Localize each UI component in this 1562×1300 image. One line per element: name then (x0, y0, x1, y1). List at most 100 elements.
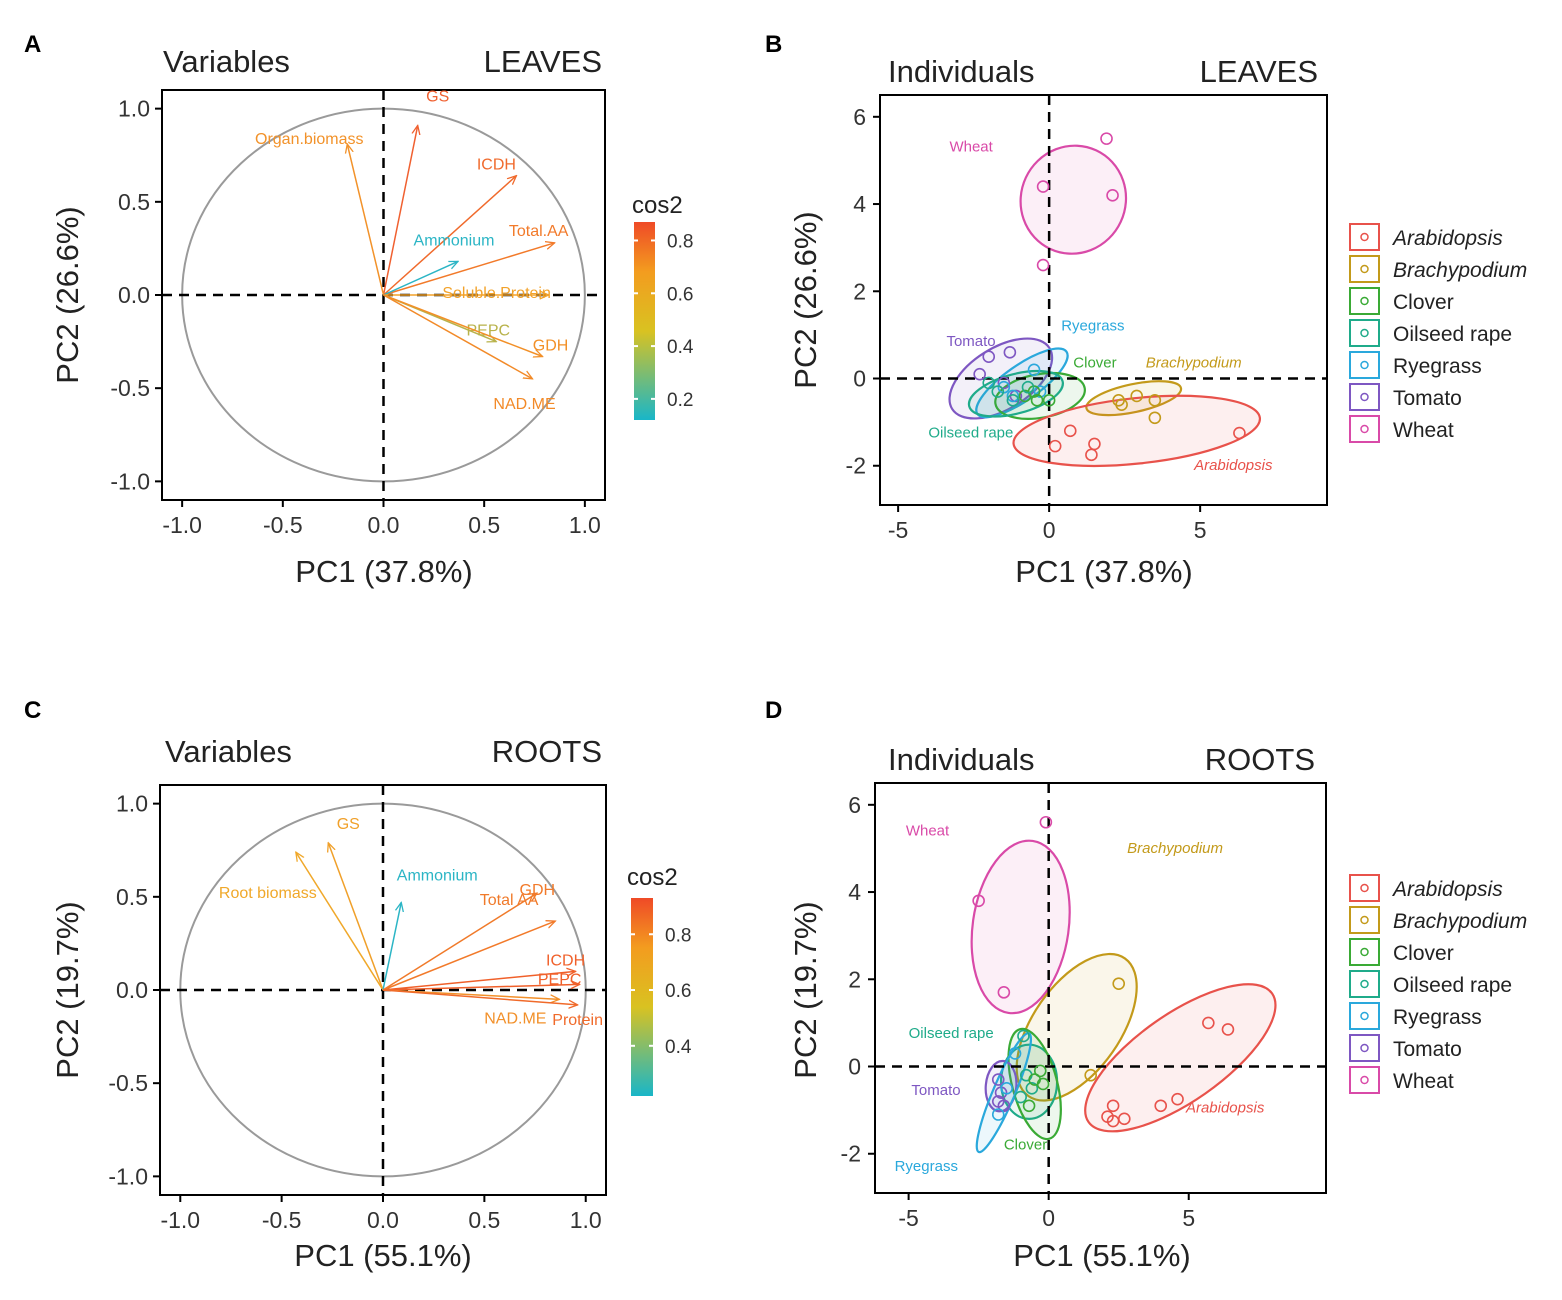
x-tick-label: 0.5 (468, 512, 500, 538)
data-point (1017, 1029, 1030, 1043)
x-axis-label: PC1 (37.8%) (1015, 554, 1192, 589)
legend-item: Oilseed rape (1349, 319, 1512, 347)
legend-item: Tomato (1349, 1034, 1462, 1062)
variable-label: ICDH (546, 952, 585, 969)
data-point (1008, 1047, 1022, 1060)
legend-key-point (1360, 1075, 1369, 1085)
data-point (1039, 815, 1053, 829)
variable-arrow (383, 294, 543, 357)
legend-label: Arabidopsis (1391, 227, 1503, 250)
legend-key-point (1360, 883, 1369, 893)
confidence-ellipse (1084, 983, 1277, 1133)
color-bar-label: 0.8 (665, 925, 691, 946)
data-point (1063, 424, 1077, 438)
legend-label: Wheat (1393, 419, 1454, 442)
legend-label: Arabidopsis (1391, 878, 1503, 901)
y-tick-label: 6 (853, 104, 866, 130)
group-label: Oilseed rape (928, 424, 1013, 441)
panel-title-left: Variables (165, 734, 292, 769)
group-label: Ryegrass (895, 1158, 958, 1175)
legend-key (1349, 874, 1380, 902)
y-tick-label: 0 (848, 1054, 861, 1080)
plot-area: Wheat Brachypodium Arabidopsis Oilseed rape… (875, 783, 1326, 1193)
y-tick-label: 6 (848, 792, 861, 818)
legend-label: Tomato (1393, 1038, 1462, 1061)
variable-arrow (382, 893, 537, 991)
data-point (1014, 1090, 1027, 1104)
color-bar-label: 0.6 (665, 981, 691, 1002)
y-tick-label: -1.0 (108, 1163, 148, 1189)
panel-title-left: Individuals (888, 742, 1034, 777)
legend-item: Oilseed rape (1349, 970, 1512, 998)
data-point (991, 385, 1005, 398)
axis-ticks: -5 0 5 6 4 2 0 -2 (846, 104, 1207, 543)
variable-label: Total.AA (509, 223, 569, 240)
data-point (1221, 1023, 1235, 1036)
legend-key-point (1360, 232, 1369, 242)
legend-label: Brachypodium (1393, 910, 1527, 933)
x-tick-label: 0.5 (468, 1207, 500, 1233)
legend-label: Clover (1393, 942, 1454, 965)
y-axis-label: PC2 (26.6%) (788, 211, 823, 388)
species-legend: Arabidopsis Brachypodium Clover Oilseed rap… (1349, 874, 1527, 1094)
data-point (1033, 1064, 1047, 1078)
data-point (1006, 394, 1020, 407)
legend-label: Brachypodium (1393, 259, 1527, 282)
variable-arrow (382, 902, 401, 991)
group-label: Brachypodium (1127, 840, 1223, 857)
legend-key-point (1360, 424, 1369, 434)
variable-arrow (328, 843, 384, 991)
x-tick-label: 0.0 (367, 1207, 399, 1233)
data-point (991, 1108, 1005, 1121)
data-point (1118, 1112, 1131, 1126)
data-point (1028, 1073, 1041, 1086)
group-label: Tomato (946, 333, 995, 350)
x-tick-label: 0 (1042, 1205, 1055, 1231)
legend-item: Tomato (1349, 383, 1462, 411)
confidence-ellipse (1015, 952, 1138, 1102)
data-point (1115, 398, 1128, 411)
legend-key (1349, 1034, 1380, 1062)
group-label: Ryegrass (1061, 318, 1124, 335)
x-tick-label: 5 (1194, 517, 1207, 543)
y-tick-label: 0.5 (116, 884, 148, 910)
legend-item: Clover (1349, 938, 1454, 966)
legend-item: Ryegrass (1349, 351, 1482, 379)
x-tick-label: -5 (888, 517, 908, 543)
legend-label: Ryegrass (1393, 355, 1482, 378)
panel-title-right: ROOTS (1205, 742, 1315, 777)
data-point (1084, 1068, 1097, 1082)
plot-frame (874, 782, 1327, 1194)
data-point (1021, 380, 1035, 394)
data-point (1000, 1082, 1013, 1095)
y-tick-label: 1.0 (118, 96, 150, 122)
data-point (1154, 1099, 1168, 1113)
color-bar (634, 222, 655, 420)
variable-label: PEPC (466, 323, 510, 340)
data-point (982, 376, 996, 390)
panel-d: D Individuals ROOTS WheatBrachypodiumAra… (765, 697, 1527, 1273)
y-axis-label: PC2 (19.7%) (788, 901, 823, 1078)
legend-key (1349, 255, 1380, 283)
variable-label: ICDH (477, 157, 516, 174)
legend-key-point (1360, 1043, 1369, 1053)
cos2-legend: cos2 0.8 0.6 0.4 0.2 (632, 192, 694, 420)
variable-label: GS (426, 88, 449, 105)
x-tick-label: -0.5 (262, 1207, 302, 1233)
data-point (982, 350, 996, 364)
legend-label: Wheat (1393, 1070, 1454, 1093)
x-tick-label: 1.0 (569, 512, 601, 538)
data-point (1148, 411, 1162, 425)
axis-ticks: -1.0 -1.0 -0.5 -0.5 0.0 0.0 0.5 0.5 1.0 1.0 (108, 791, 601, 1233)
panel-letter: C (24, 697, 41, 724)
data-point (1112, 977, 1126, 990)
x-tick-label: -1.0 (162, 512, 202, 538)
variable-label: Ammonium (397, 867, 478, 884)
legend-key-point (1360, 360, 1369, 370)
legend-key (1349, 287, 1380, 315)
y-axis-label: PC2 (26.6%) (50, 206, 85, 383)
legend-key (1349, 938, 1380, 966)
variable-arrow (347, 144, 385, 296)
variable-label: GDH (520, 882, 556, 899)
